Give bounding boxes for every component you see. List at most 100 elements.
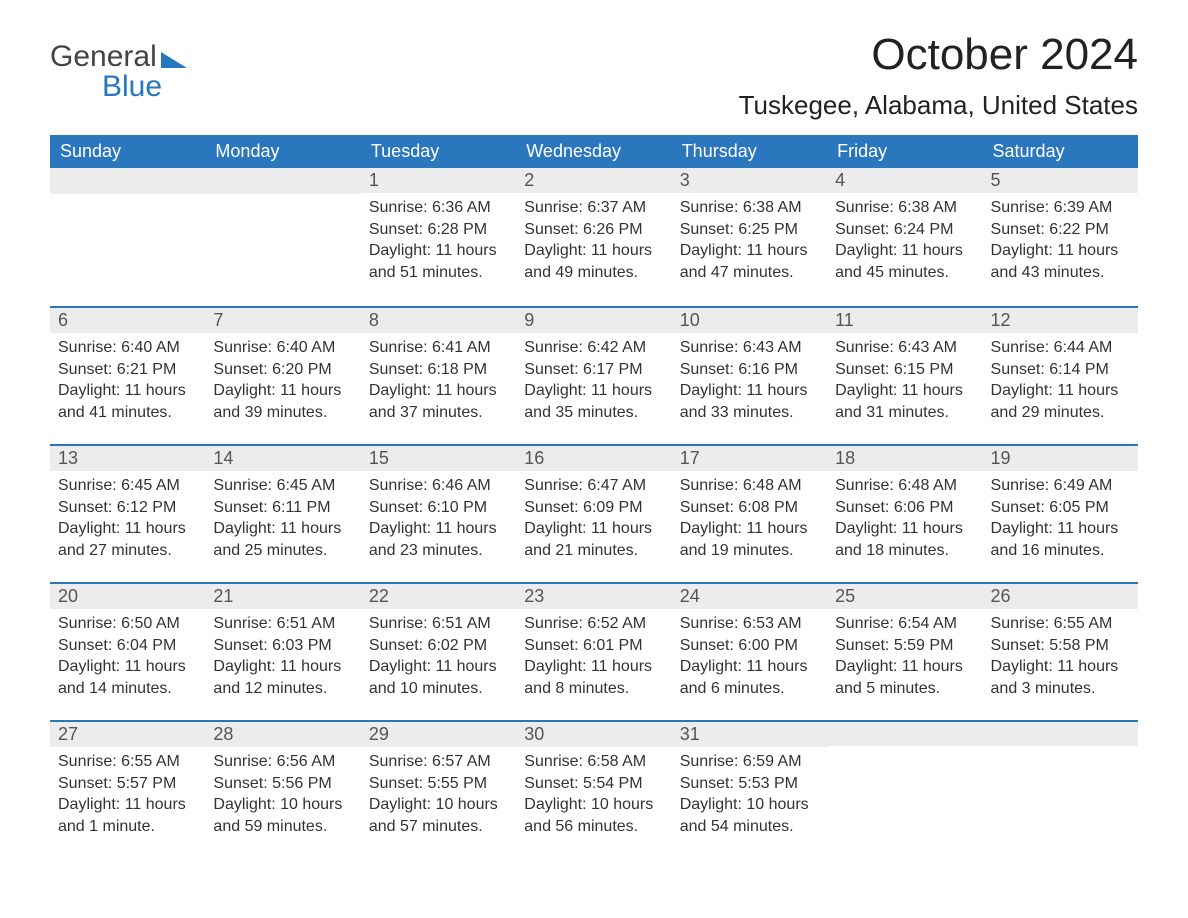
day-number: 11	[827, 306, 982, 333]
sunset-text: Sunset: 6:18 PM	[369, 359, 508, 381]
logo-word1: General	[50, 42, 157, 72]
calendar-week-row: 27Sunrise: 6:55 AMSunset: 5:57 PMDayligh…	[50, 720, 1138, 858]
day-number-empty	[205, 168, 360, 194]
day-body: Sunrise: 6:45 AMSunset: 6:11 PMDaylight:…	[205, 471, 360, 567]
sunrise-text: Sunrise: 6:37 AM	[524, 197, 663, 219]
day-number: 29	[361, 720, 516, 747]
sunrise-text: Sunrise: 6:43 AM	[835, 337, 974, 359]
daylight-text: Daylight: 10 hours and 57 minutes.	[369, 794, 508, 837]
day-body: Sunrise: 6:54 AMSunset: 5:59 PMDaylight:…	[827, 609, 982, 705]
calendar-cell: 12Sunrise: 6:44 AMSunset: 6:14 PMDayligh…	[983, 306, 1138, 444]
day-number: 14	[205, 444, 360, 471]
calendar-cell: 26Sunrise: 6:55 AMSunset: 5:58 PMDayligh…	[983, 582, 1138, 720]
day-number: 3	[672, 168, 827, 193]
day-number: 1	[361, 168, 516, 193]
sunset-text: Sunset: 6:00 PM	[680, 635, 819, 657]
daylight-text: Daylight: 11 hours and 18 minutes.	[835, 518, 974, 561]
daylight-text: Daylight: 11 hours and 41 minutes.	[58, 380, 197, 423]
sunset-text: Sunset: 6:12 PM	[58, 497, 197, 519]
calendar-cell: 21Sunrise: 6:51 AMSunset: 6:03 PMDayligh…	[205, 582, 360, 720]
weekday-header: Wednesday	[516, 135, 671, 168]
daylight-text: Daylight: 11 hours and 14 minutes.	[58, 656, 197, 699]
calendar-cell: 2Sunrise: 6:37 AMSunset: 6:26 PMDaylight…	[516, 168, 671, 306]
sunset-text: Sunset: 6:06 PM	[835, 497, 974, 519]
calendar-cell	[50, 168, 205, 306]
daylight-text: Daylight: 11 hours and 37 minutes.	[369, 380, 508, 423]
sunset-text: Sunset: 6:05 PM	[991, 497, 1130, 519]
weekday-header: Sunday	[50, 135, 205, 168]
calendar-cell: 11Sunrise: 6:43 AMSunset: 6:15 PMDayligh…	[827, 306, 982, 444]
calendar-cell: 16Sunrise: 6:47 AMSunset: 6:09 PMDayligh…	[516, 444, 671, 582]
day-body: Sunrise: 6:45 AMSunset: 6:12 PMDaylight:…	[50, 471, 205, 567]
daylight-text: Daylight: 10 hours and 56 minutes.	[524, 794, 663, 837]
day-number: 2	[516, 168, 671, 193]
day-number: 12	[983, 306, 1138, 333]
daylight-text: Daylight: 11 hours and 33 minutes.	[680, 380, 819, 423]
sunrise-text: Sunrise: 6:41 AM	[369, 337, 508, 359]
day-body: Sunrise: 6:46 AMSunset: 6:10 PMDaylight:…	[361, 471, 516, 567]
sunrise-text: Sunrise: 6:49 AM	[991, 475, 1130, 497]
sunrise-text: Sunrise: 6:46 AM	[369, 475, 508, 497]
calendar-cell: 24Sunrise: 6:53 AMSunset: 6:00 PMDayligh…	[672, 582, 827, 720]
calendar-cell: 1Sunrise: 6:36 AMSunset: 6:28 PMDaylight…	[361, 168, 516, 306]
sunrise-text: Sunrise: 6:48 AM	[835, 475, 974, 497]
calendar-cell: 23Sunrise: 6:52 AMSunset: 6:01 PMDayligh…	[516, 582, 671, 720]
calendar-cell: 8 Sunrise: 6:41 AMSunset: 6:18 PMDaylight…	[361, 306, 516, 444]
daylight-text: Daylight: 11 hours and 39 minutes.	[213, 380, 352, 423]
daylight-text: Daylight: 11 hours and 3 minutes.	[991, 656, 1130, 699]
calendar-cell: 4Sunrise: 6:38 AMSunset: 6:24 PMDaylight…	[827, 168, 982, 306]
day-number: 8	[361, 306, 516, 333]
calendar-cell: 13Sunrise: 6:45 AMSunset: 6:12 PMDayligh…	[50, 444, 205, 582]
daylight-text: Daylight: 11 hours and 1 minute.	[58, 794, 197, 837]
day-number: 16	[516, 444, 671, 471]
sunrise-text: Sunrise: 6:36 AM	[369, 197, 508, 219]
day-body: Sunrise: 6:39 AMSunset: 6:22 PMDaylight:…	[983, 193, 1138, 289]
sunset-text: Sunset: 6:15 PM	[835, 359, 974, 381]
calendar-cell: 9Sunrise: 6:42 AMSunset: 6:17 PMDaylight…	[516, 306, 671, 444]
calendar-week-row: 13Sunrise: 6:45 AMSunset: 6:12 PMDayligh…	[50, 444, 1138, 582]
day-body: Sunrise: 6:50 AMSunset: 6:04 PMDaylight:…	[50, 609, 205, 705]
sunrise-text: Sunrise: 6:44 AM	[991, 337, 1130, 359]
calendar-cell: 15Sunrise: 6:46 AMSunset: 6:10 PMDayligh…	[361, 444, 516, 582]
daylight-text: Daylight: 11 hours and 12 minutes.	[213, 656, 352, 699]
sunset-text: Sunset: 6:04 PM	[58, 635, 197, 657]
calendar-cell: 6Sunrise: 6:40 AMSunset: 6:21 PMDaylight…	[50, 306, 205, 444]
day-body: Sunrise: 6:44 AMSunset: 6:14 PMDaylight:…	[983, 333, 1138, 429]
day-body: Sunrise: 6:52 AMSunset: 6:01 PMDaylight:…	[516, 609, 671, 705]
sunset-text: Sunset: 5:59 PM	[835, 635, 974, 657]
sunset-text: Sunset: 6:10 PM	[369, 497, 508, 519]
sunset-text: Sunset: 5:58 PM	[991, 635, 1130, 657]
calendar-cell	[827, 720, 982, 858]
calendar-cell: 19Sunrise: 6:49 AMSunset: 6:05 PMDayligh…	[983, 444, 1138, 582]
sunrise-text: Sunrise: 6:55 AM	[991, 613, 1130, 635]
day-body: Sunrise: 6:48 AMSunset: 6:06 PMDaylight:…	[827, 471, 982, 567]
sunset-text: Sunset: 6:11 PM	[213, 497, 352, 519]
sunset-text: Sunset: 6:26 PM	[524, 219, 663, 241]
day-number: 13	[50, 444, 205, 471]
logo-word2: Blue	[102, 72, 187, 102]
day-body: Sunrise: 6:59 AMSunset: 5:53 PMDaylight:…	[672, 747, 827, 843]
calendar-cell: 14Sunrise: 6:45 AMSunset: 6:11 PMDayligh…	[205, 444, 360, 582]
calendar-cell: 18Sunrise: 6:48 AMSunset: 6:06 PMDayligh…	[827, 444, 982, 582]
daylight-text: Daylight: 11 hours and 16 minutes.	[991, 518, 1130, 561]
day-number: 22	[361, 582, 516, 609]
sunset-text: Sunset: 6:17 PM	[524, 359, 663, 381]
logo: General Blue	[50, 30, 187, 102]
sunset-text: Sunset: 6:28 PM	[369, 219, 508, 241]
weekday-header: Thursday	[672, 135, 827, 168]
calendar-cell: 29Sunrise: 6:57 AMSunset: 5:55 PMDayligh…	[361, 720, 516, 858]
day-body: Sunrise: 6:55 AMSunset: 5:57 PMDaylight:…	[50, 747, 205, 843]
sunset-text: Sunset: 6:03 PM	[213, 635, 352, 657]
day-body-empty	[983, 746, 1138, 836]
day-number: 10	[672, 306, 827, 333]
day-number: 9	[516, 306, 671, 333]
daylight-text: Daylight: 11 hours and 43 minutes.	[991, 240, 1130, 283]
sunset-text: Sunset: 6:24 PM	[835, 219, 974, 241]
daylight-text: Daylight: 11 hours and 10 minutes.	[369, 656, 508, 699]
sunrise-text: Sunrise: 6:52 AM	[524, 613, 663, 635]
sunrise-text: Sunrise: 6:58 AM	[524, 751, 663, 773]
daylight-text: Daylight: 11 hours and 21 minutes.	[524, 518, 663, 561]
weekday-header: Friday	[827, 135, 982, 168]
day-body: Sunrise: 6:57 AMSunset: 5:55 PMDaylight:…	[361, 747, 516, 843]
day-body: Sunrise: 6:48 AMSunset: 6:08 PMDaylight:…	[672, 471, 827, 567]
